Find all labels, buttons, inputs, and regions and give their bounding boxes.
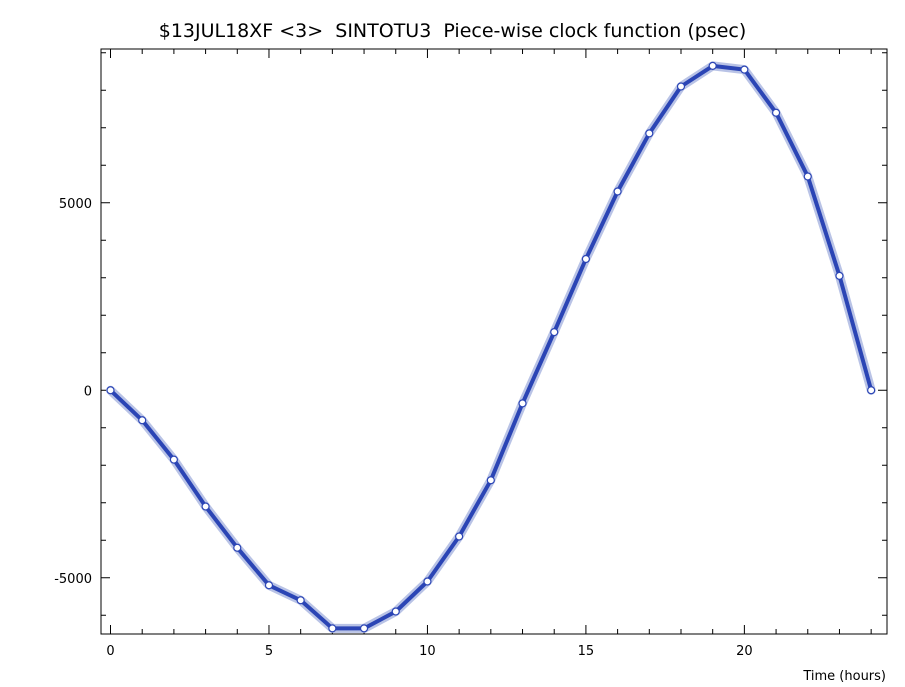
- x-tick-label: 10: [419, 644, 436, 659]
- data-point: [233, 543, 242, 552]
- series-error-band: [106, 61, 876, 633]
- y-tick-label: 0: [84, 384, 92, 399]
- data-point: [835, 271, 844, 280]
- plot-frame: [100, 48, 888, 635]
- data-point: [455, 532, 464, 541]
- chart-title: $13JUL18XF <3> SINTOTU3 Piece-wise clock…: [158, 20, 747, 42]
- data-point: [708, 61, 717, 70]
- x-axis-label: Time (hours): [802, 669, 886, 684]
- data-point: [169, 455, 178, 464]
- data-point: [138, 416, 147, 425]
- data-point: [550, 328, 559, 337]
- data-point: [106, 386, 115, 395]
- data-point: [486, 476, 495, 485]
- data-point: [581, 254, 591, 264]
- y-tick-label: -5000: [54, 572, 92, 587]
- data-point: [264, 581, 274, 590]
- x-tick-label: 5: [265, 644, 273, 659]
- axis-ticks: [101, 49, 887, 634]
- data-point: [359, 624, 369, 633]
- data-point: [518, 399, 527, 408]
- data-point: [771, 108, 781, 117]
- data-point: [391, 607, 400, 616]
- data-point: [740, 65, 749, 74]
- data-point: [645, 129, 654, 138]
- x-tick-label: 15: [578, 644, 595, 659]
- data-point: [676, 82, 686, 91]
- data-point: [423, 577, 432, 586]
- y-tick-label: 5000: [59, 197, 92, 212]
- data-point: [867, 386, 876, 395]
- x-tick-label: 20: [736, 644, 753, 659]
- data-point: [328, 624, 337, 633]
- axis-tick-labels: 0 5 10 15 20 -5000 0 5000: [54, 197, 752, 659]
- x-tick-label: 0: [106, 644, 114, 659]
- data-point: [803, 172, 812, 181]
- data-point: [201, 502, 210, 511]
- data-markers: [106, 61, 876, 633]
- series-line: [108, 63, 874, 631]
- data-point: [613, 187, 622, 196]
- series-group: [106, 61, 876, 633]
- data-point: [296, 596, 305, 605]
